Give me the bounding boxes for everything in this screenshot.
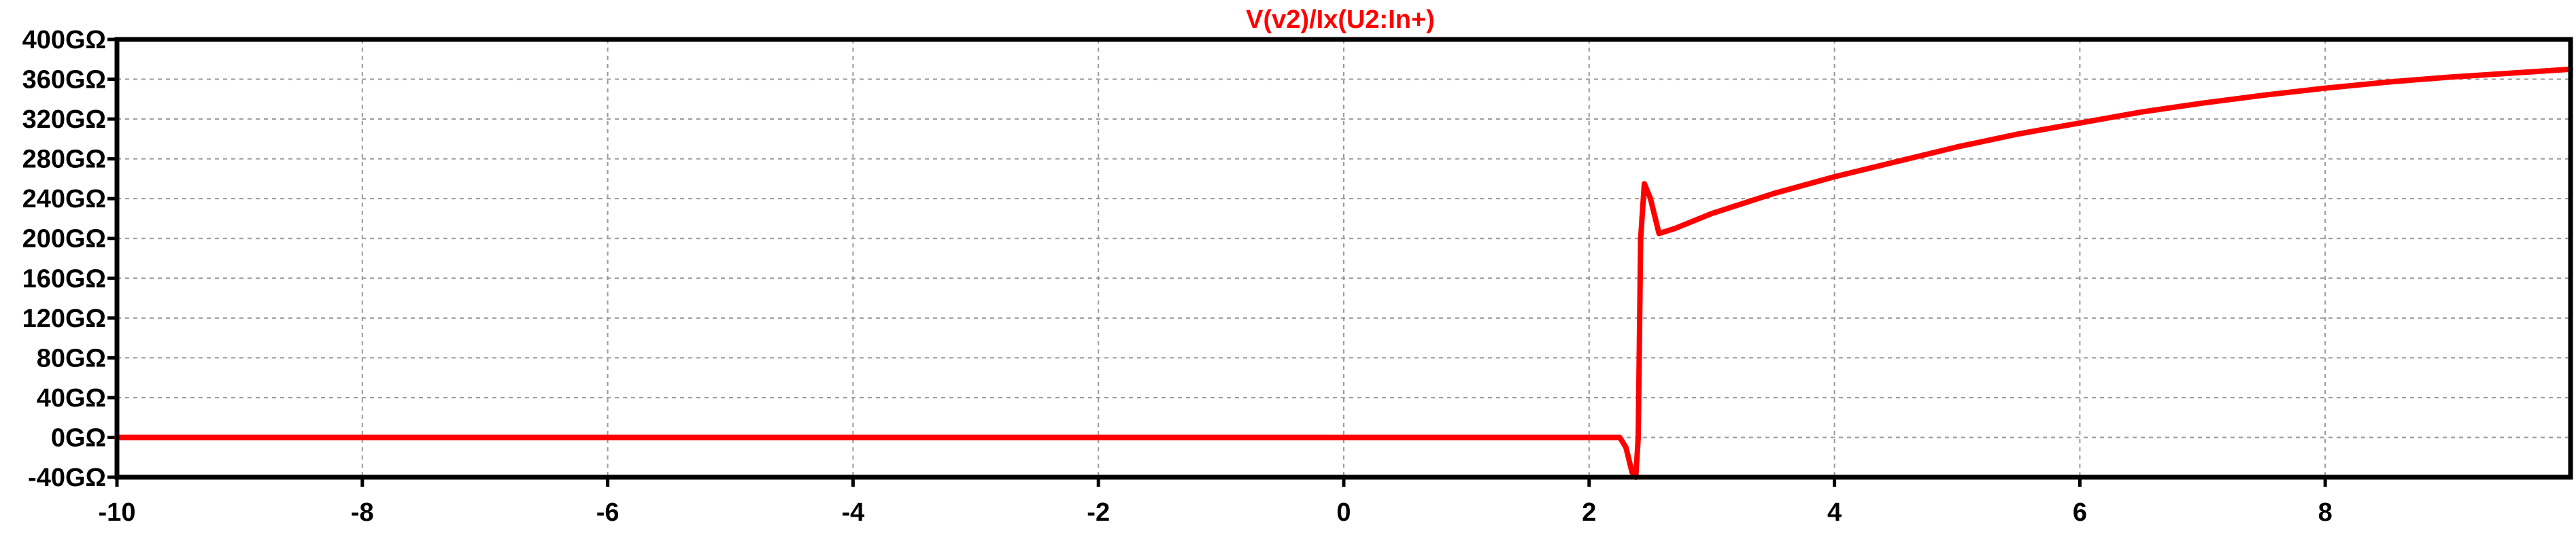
x-tick-label: -6 xyxy=(596,498,620,527)
y-tick-label: 80GΩ xyxy=(37,344,106,373)
y-tick-label: 200GΩ xyxy=(22,225,106,254)
y-tick-label: -40GΩ xyxy=(28,464,106,492)
x-tick-label: 8 xyxy=(2318,498,2333,527)
plot-frame xyxy=(114,37,2573,480)
chart-title: V(v2)/Ix(U2:In+) xyxy=(1246,5,1435,34)
x-tick-label: 4 xyxy=(1827,498,1842,527)
y-tick-label: 360GΩ xyxy=(22,66,106,94)
y-tick-label: 160GΩ xyxy=(22,264,106,293)
y-tick-label: 40GΩ xyxy=(37,384,106,413)
y-tick-label: 240GΩ xyxy=(22,185,106,213)
y-tick-label: 320GΩ xyxy=(22,105,106,134)
x-tick-label: 2 xyxy=(1582,498,1596,527)
y-tick-label: 400GΩ xyxy=(22,26,106,54)
y-tick-label: 120GΩ xyxy=(22,305,106,333)
x-tick-label: -10 xyxy=(99,498,136,527)
x-tick-label: 6 xyxy=(2073,498,2087,527)
series-layer xyxy=(114,66,2573,480)
x-tick-label: -4 xyxy=(842,498,865,527)
y-tick-label: 0GΩ xyxy=(51,424,106,452)
series-line xyxy=(114,66,2573,480)
x-tick-label: -2 xyxy=(1087,498,1110,527)
x-tick-label: 0 xyxy=(1336,498,1351,527)
x-tick-label: -8 xyxy=(351,498,374,527)
y-tick-label: 280GΩ xyxy=(22,145,106,174)
axis-ticks: -10 -8 -6 -4 -2 0 2 4 6 8 400GΩ 360GΩ 320GΩ 280GΩ 240G… xyxy=(22,26,2333,527)
